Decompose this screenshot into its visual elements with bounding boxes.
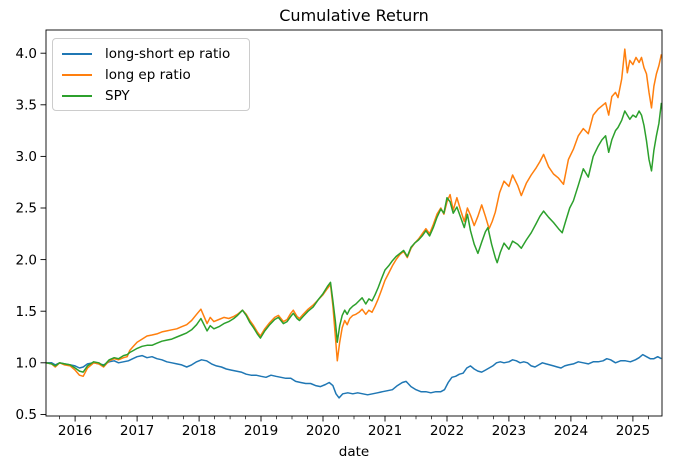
x-tick-label: 2025 [616, 423, 650, 439]
legend-label: long-short ep ratio [105, 45, 231, 62]
series-line-0 [46, 353, 662, 399]
legend-item: long-short ep ratio [62, 43, 242, 64]
y-tick-label: 1.0 [16, 356, 37, 372]
y-tick-label: 0.5 [16, 407, 37, 423]
legend-label: SPY [105, 87, 130, 104]
x-tick-label: 2022 [430, 423, 464, 439]
x-tick-label: 2023 [492, 423, 526, 439]
x-tick-label: 2019 [244, 423, 278, 439]
legend-item: long ep ratio [62, 64, 242, 85]
y-tick-label: 3.0 [16, 149, 37, 165]
y-tick-label: 2.0 [16, 252, 37, 268]
x-tick-label: 2018 [182, 423, 216, 439]
x-tick-label: 2016 [58, 423, 92, 439]
x-tick-label: 2017 [120, 423, 154, 439]
x-tick-label: 2024 [554, 423, 588, 439]
legend-swatch-orange-line-icon [62, 73, 92, 76]
series-line-1 [45, 48, 663, 378]
legend: long-short ep ratio long ep ratio SPY [52, 38, 250, 111]
chart-title: Cumulative Return [279, 6, 429, 25]
legend-swatch-blue-line-icon [62, 52, 92, 55]
legend-swatch-green-line-icon [62, 94, 92, 97]
x-tick-label: 2020 [306, 423, 340, 439]
legend-label: long ep ratio [105, 66, 191, 83]
x-tick-label: 2021 [368, 423, 402, 439]
y-tick-label: 2.5 [16, 201, 37, 217]
y-tick-label: 3.5 [16, 98, 37, 114]
x-axis-label: date [338, 444, 370, 460]
y-tick-label: 1.5 [16, 304, 37, 320]
legend-item: SPY [62, 85, 242, 106]
y-tick-label: 4.0 [16, 46, 37, 62]
series-line-2 [45, 102, 663, 373]
